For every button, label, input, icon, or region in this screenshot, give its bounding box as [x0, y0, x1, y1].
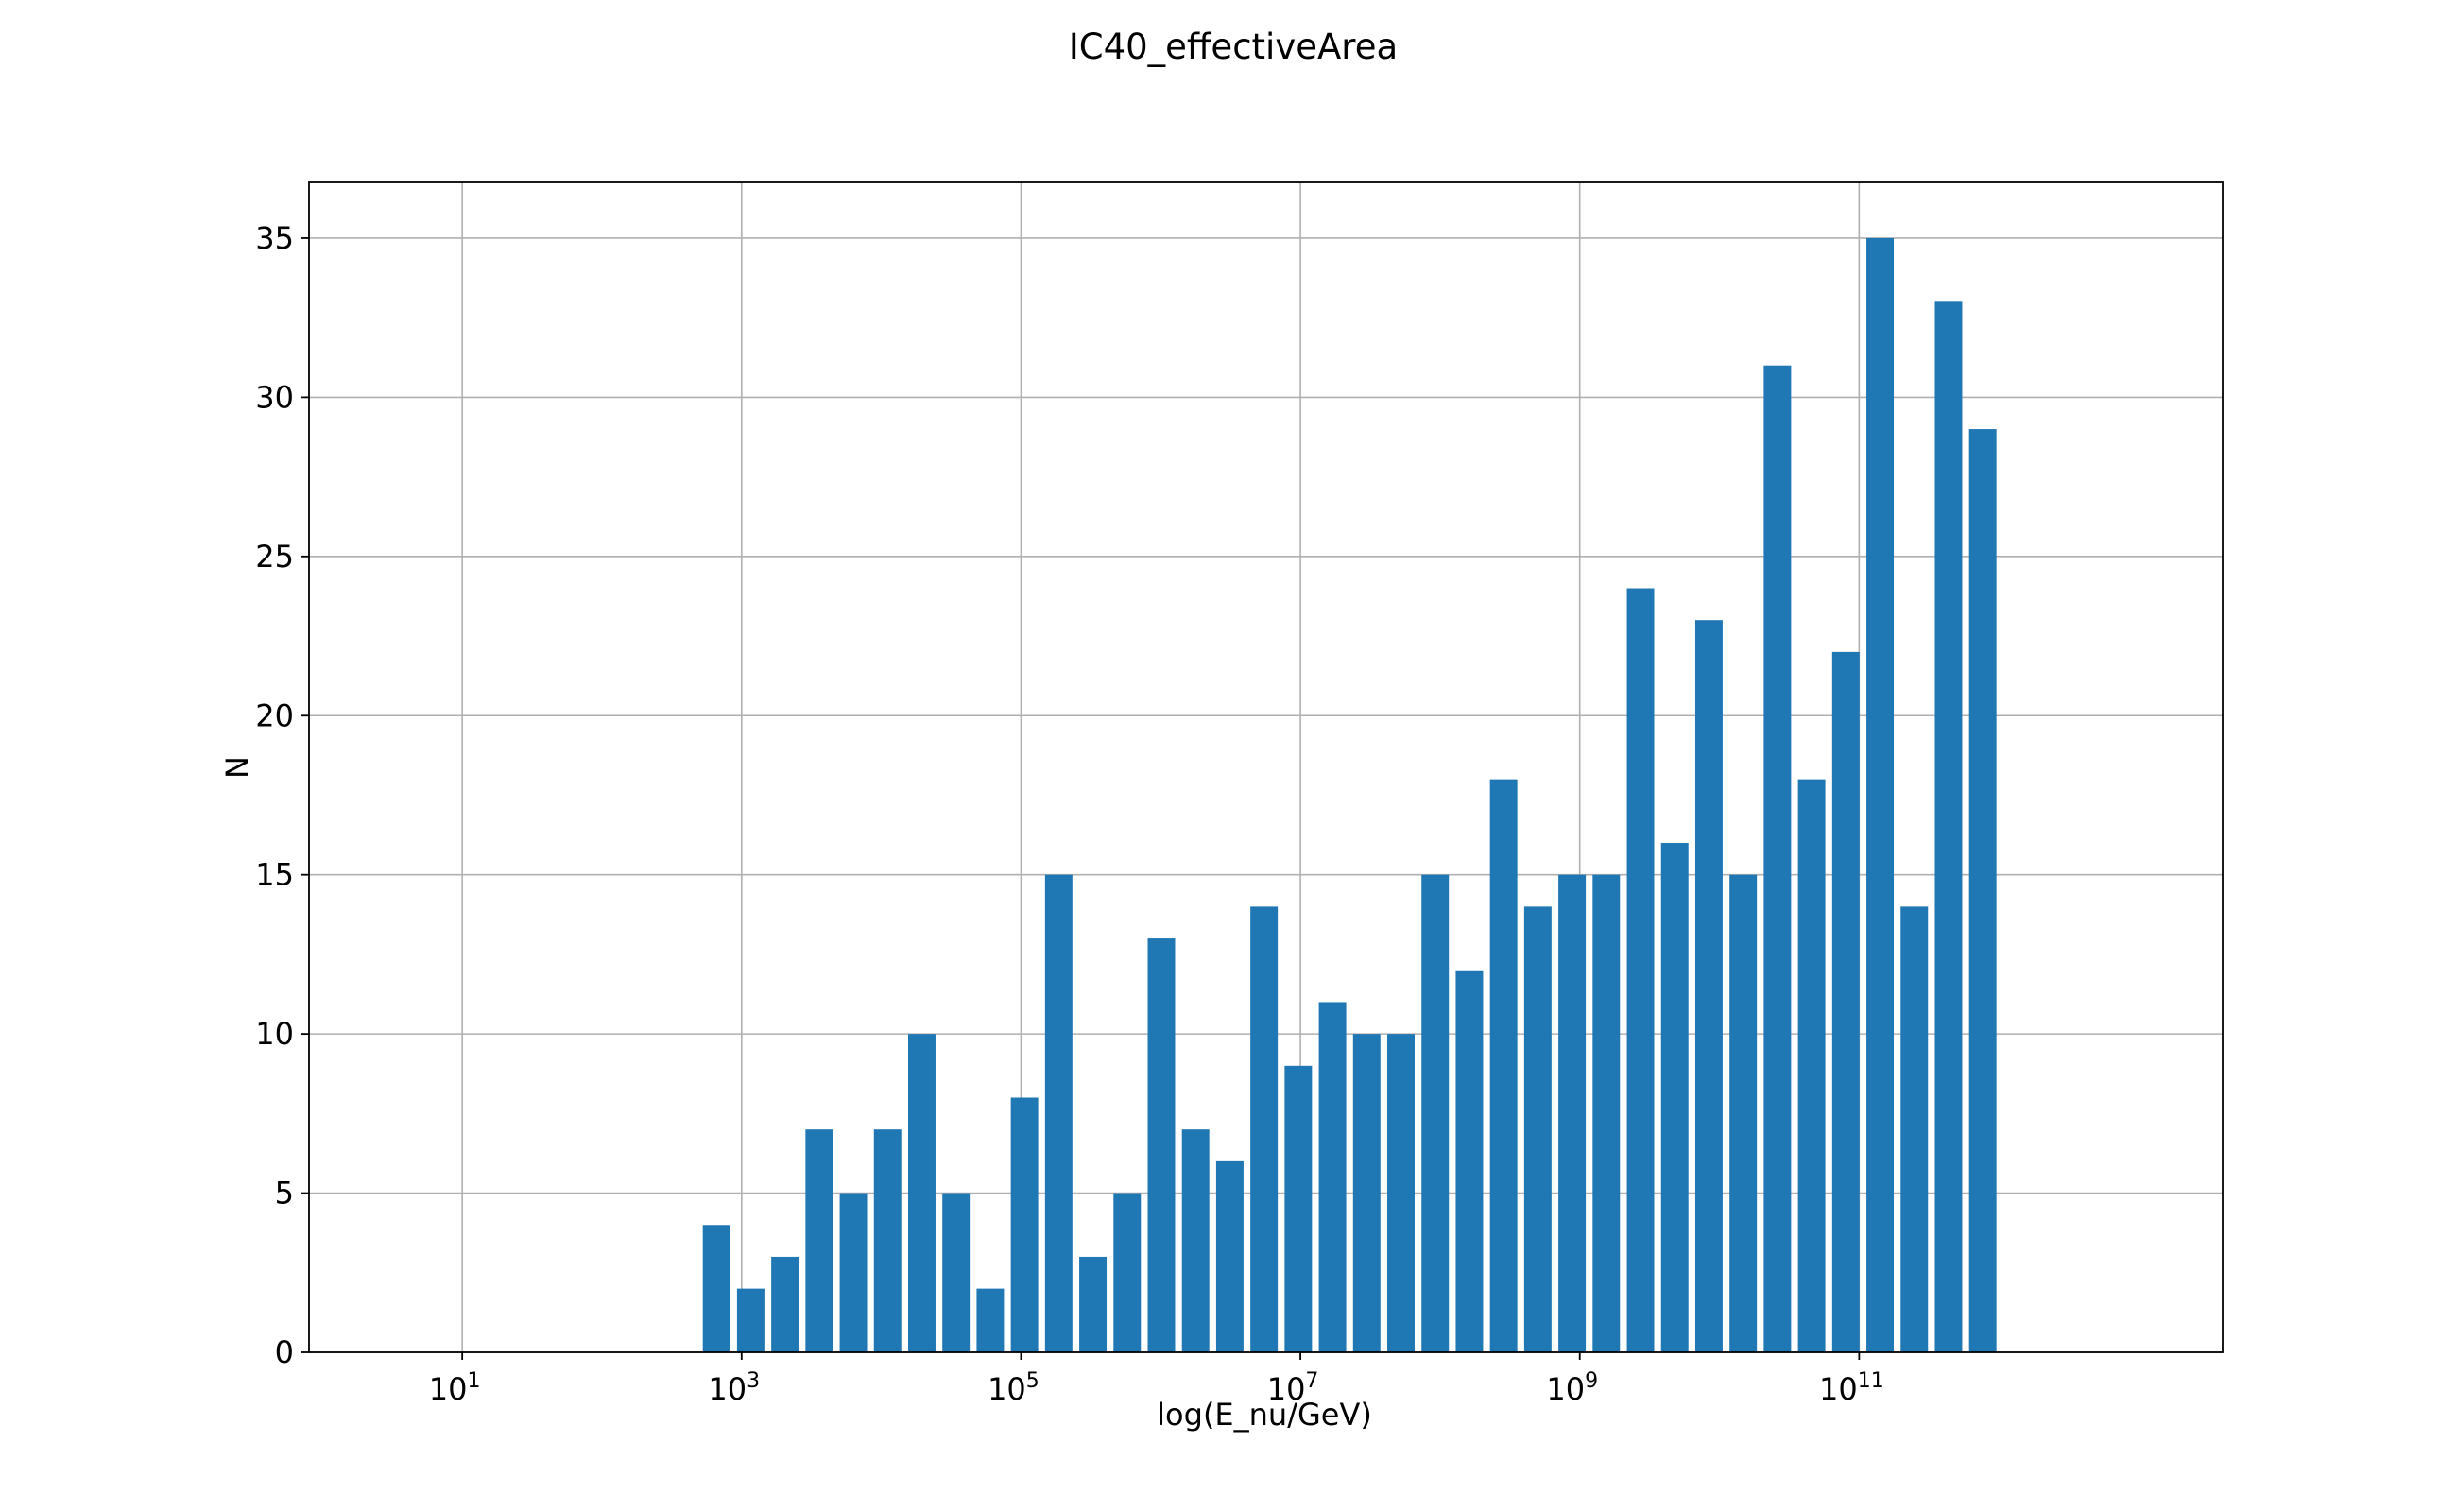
bar — [1797, 779, 1826, 1352]
x-tick-label: 1011 — [1819, 1369, 1884, 1407]
plot-frame — [308, 181, 2224, 1353]
bar — [1831, 651, 1860, 1352]
bar — [1558, 874, 1587, 1352]
chart-title: IC40_effectiveArea — [1069, 26, 1398, 67]
bar — [1215, 1160, 1244, 1352]
bar — [873, 1129, 902, 1352]
bar — [1729, 874, 1758, 1352]
bar — [907, 1034, 936, 1352]
bar — [1113, 1193, 1142, 1352]
bar — [1318, 1002, 1347, 1352]
y-tick-label: 0 — [275, 1334, 294, 1370]
bar — [839, 1193, 868, 1352]
bar — [1421, 874, 1450, 1352]
bar — [1694, 620, 1723, 1352]
y-tick-label: 5 — [275, 1176, 294, 1211]
bar — [1934, 301, 1963, 1352]
bar — [1523, 906, 1552, 1352]
bar — [1079, 1256, 1108, 1352]
bar — [1866, 237, 1895, 1352]
y-tick-label: 20 — [255, 697, 294, 733]
bar — [1147, 938, 1176, 1352]
bar — [805, 1129, 833, 1352]
y-axis-label: N — [219, 756, 255, 779]
bar — [1900, 906, 1929, 1352]
x-tick-label: 107 — [1267, 1369, 1319, 1407]
bar — [1455, 970, 1484, 1352]
bar — [1387, 1034, 1415, 1352]
x-tick-label: 101 — [429, 1369, 481, 1407]
y-tick-label: 30 — [255, 379, 294, 415]
bar — [1763, 365, 1792, 1352]
x-tick-label: 105 — [988, 1369, 1040, 1407]
y-tick-label: 35 — [255, 220, 294, 256]
bar — [771, 1256, 799, 1352]
bar — [1592, 874, 1621, 1352]
bar — [1489, 779, 1518, 1352]
y-tick-label: 25 — [255, 539, 294, 575]
x-axis-label: log(E_nu/GeV) — [1157, 1397, 1372, 1433]
bar — [702, 1225, 730, 1352]
bar — [736, 1288, 765, 1352]
y-tick-label: 15 — [255, 857, 294, 893]
axis-ticks: 0 5 10 15 20 25 30 35 101 103 105 107 109 1011 — [255, 220, 1883, 1407]
x-tick-label: 103 — [708, 1369, 760, 1407]
bar — [976, 1288, 1005, 1352]
bar — [942, 1193, 971, 1352]
bar — [1626, 588, 1655, 1352]
bar — [1968, 429, 1997, 1352]
x-tick-label: 109 — [1546, 1369, 1598, 1407]
bar — [1284, 1065, 1313, 1352]
bar — [1352, 1034, 1381, 1352]
bar — [1044, 874, 1073, 1352]
y-tick-label: 10 — [255, 1016, 294, 1052]
bars — [702, 237, 1997, 1352]
bar — [1181, 1129, 1210, 1352]
bar — [1010, 1097, 1039, 1352]
bar — [1250, 906, 1279, 1352]
bar — [1660, 843, 1689, 1352]
